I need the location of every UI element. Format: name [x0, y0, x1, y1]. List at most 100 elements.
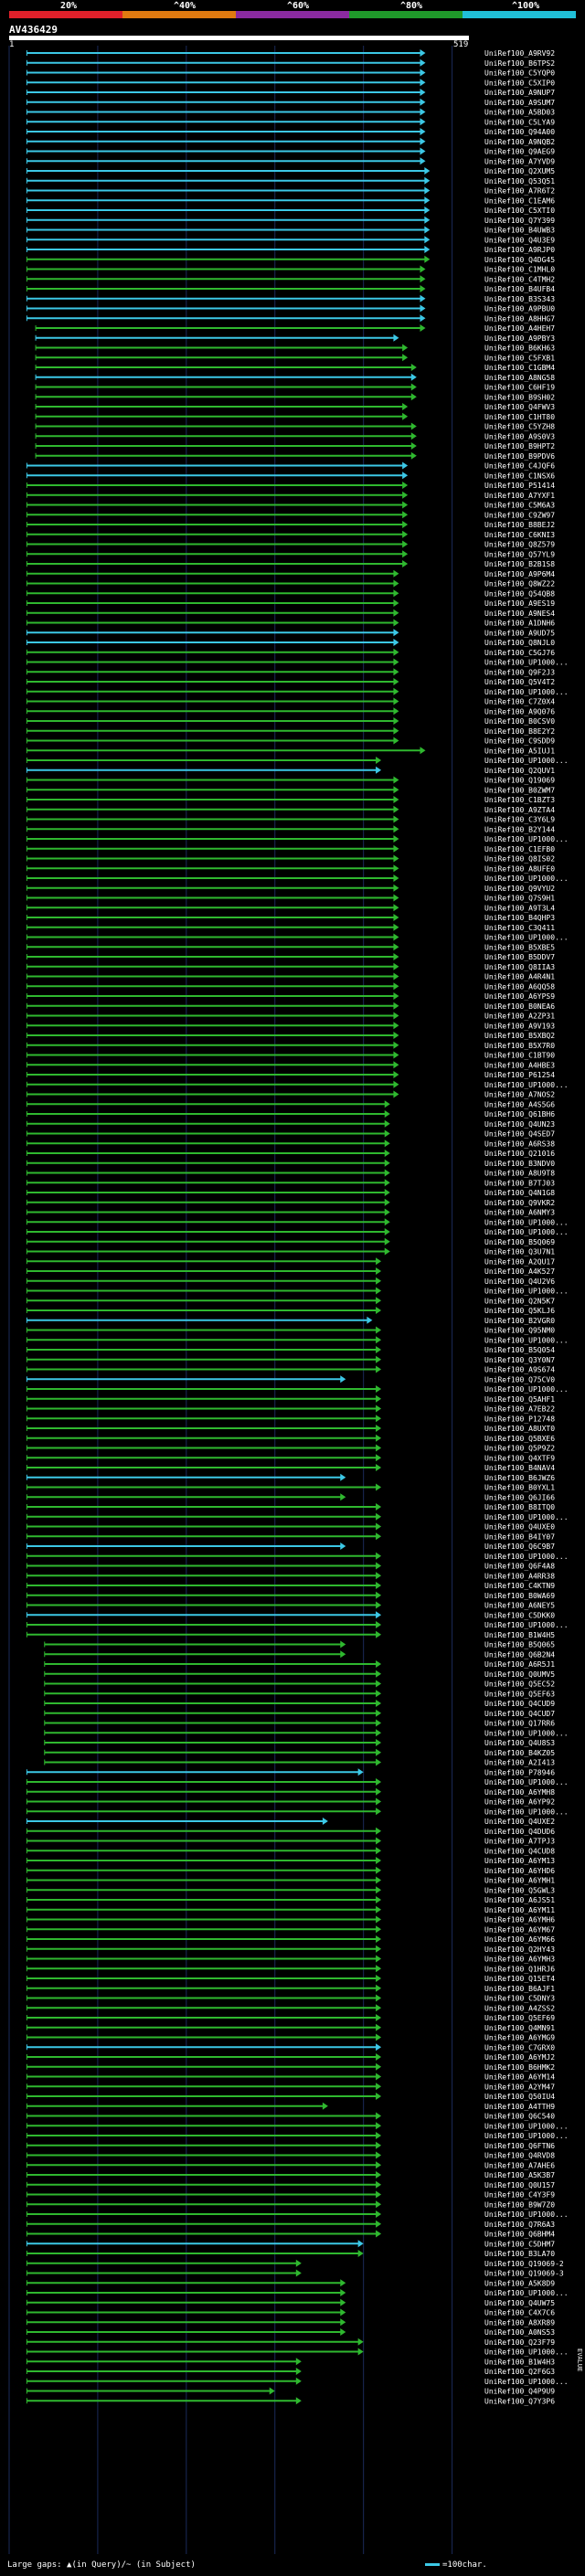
hit-label[interactable]: UniRef100_Q5GWL3 [484, 1886, 555, 1894]
hit-row[interactable]: UniRef100_C5DKK0 [26, 1611, 555, 1619]
hit-row[interactable]: UniRef100_Q4UW75 [26, 2298, 555, 2307]
hit-label[interactable]: UniRef100_A9NUP7 [484, 89, 555, 97]
hit-label[interactable]: UniRef100_A8NG58 [484, 374, 555, 382]
hit-row[interactable]: UniRef100_Q7Y399 [26, 216, 555, 225]
hit-label[interactable]: UniRef100_Q8WZ22 [484, 580, 555, 588]
hit-row[interactable]: UniRef100_C1MHL0 [26, 265, 555, 274]
hit-row[interactable]: UniRef100_Q3Y0N7 [26, 1355, 555, 1364]
hit-row[interactable]: UniRef100_C5DHM7 [26, 2240, 555, 2248]
hit-row[interactable]: UniRef100_Q7R6A3 [26, 2220, 555, 2229]
hit-label[interactable]: UniRef100_UP1000... [484, 1288, 569, 1296]
hit-row[interactable]: UniRef100_Q4DUD6 [26, 1827, 555, 1836]
hit-label[interactable]: UniRef100_B4KZ05 [484, 1749, 555, 1757]
hit-row[interactable]: UniRef100_Q5GWL3 [26, 1886, 555, 1894]
hit-label[interactable]: UniRef100_A9P6M4 [484, 570, 555, 578]
hit-row[interactable]: UniRef100_Q15ET4 [26, 1975, 555, 1983]
hit-row[interactable]: UniRef100_A2ZP31 [26, 1012, 555, 1021]
hit-label[interactable]: UniRef100_Q8Z579 [484, 541, 555, 549]
hit-label[interactable]: UniRef100_A9NES4 [484, 610, 555, 618]
hit-row[interactable]: UniRef100_A6YPS9 [26, 992, 555, 1001]
hit-row[interactable]: UniRef100_Q5V4T2 [26, 678, 555, 686]
hit-row[interactable]: UniRef100_B9HPT2 [35, 442, 555, 451]
hit-label[interactable]: UniRef100_Q54QB8 [484, 589, 555, 598]
hit-row[interactable]: UniRef100_Q9VYU2 [26, 884, 555, 893]
hit-label[interactable]: UniRef100_B8BEJ2 [484, 521, 555, 529]
hit-row[interactable]: UniRef100_A9PBU0 [26, 304, 555, 313]
hit-row[interactable]: UniRef100_C9SDD9 [26, 737, 555, 746]
hit-label[interactable]: UniRef100_C7Z0X4 [484, 698, 555, 706]
hit-label[interactable]: UniRef100_Q6JI66 [484, 1493, 555, 1501]
hit-row[interactable]: UniRef100_B9SH02 [35, 393, 555, 401]
hit-label[interactable]: UniRef100_B2Y144 [484, 825, 555, 833]
hit-label[interactable]: UniRef100_C1BT90 [484, 1052, 555, 1060]
hit-row[interactable]: UniRef100_C7GRX0 [26, 2043, 555, 2051]
hit-row[interactable]: UniRef100_Q7Y3P6 [26, 2397, 555, 2405]
hit-row[interactable]: UniRef100_Q23F79 [26, 2337, 555, 2347]
hit-row[interactable]: UniRef100_C5LYA9 [26, 118, 555, 126]
hit-row[interactable]: UniRef100_B4UFB4 [26, 285, 555, 293]
hit-label[interactable]: UniRef100_Q5EF69 [484, 2014, 555, 2022]
hit-label[interactable]: UniRef100_A9PBY3 [484, 334, 555, 343]
hit-row[interactable]: UniRef100_A6YHD6 [26, 1866, 555, 1875]
hit-row[interactable]: UniRef100_A8U9T8 [26, 1169, 555, 1178]
hit-row[interactable]: UniRef100_B1W4H3 [26, 2358, 555, 2366]
hit-row[interactable]: UniRef100_A7YVD9 [26, 157, 555, 165]
hit-label[interactable]: UniRef100_A6YM67 [484, 1925, 555, 1934]
hit-row[interactable]: UniRef100_B2Y144 [26, 825, 555, 833]
hit-label[interactable]: UniRef100_Q4CUD9 [484, 1700, 555, 1708]
hit-row[interactable]: UniRef100_B5X7R0 [26, 1041, 555, 1050]
hit-label[interactable]: UniRef100_UP1000... [484, 1729, 569, 1737]
hit-row[interactable]: UniRef100_A6R5J1 [44, 1660, 555, 1669]
hit-label[interactable]: UniRef100_Q75CV0 [484, 1375, 555, 1383]
hit-row[interactable]: UniRef100_Q4DG45 [26, 255, 555, 264]
hit-row[interactable]: UniRef100_B7TJ03 [26, 1179, 555, 1187]
hit-row[interactable]: UniRef100_UP1000... [26, 757, 569, 765]
hit-row[interactable]: UniRef100_B2B1S8 [26, 560, 555, 568]
hit-row[interactable]: UniRef100_A9S674 [26, 1365, 555, 1374]
hit-row[interactable]: UniRef100_C4TMH2 [26, 275, 555, 283]
hit-label[interactable]: UniRef100_A6YMH1 [484, 1877, 555, 1885]
hit-label[interactable]: UniRef100_C4KTN9 [484, 1582, 555, 1590]
hit-label[interactable]: UniRef100_Q53Q51 [484, 177, 555, 186]
hit-row[interactable]: UniRef100_C3Y6L9 [26, 815, 555, 824]
hit-label[interactable]: UniRef100_C5DKK0 [484, 1611, 555, 1619]
hit-label[interactable]: UniRef100_A6RS38 [484, 1140, 555, 1148]
hit-label[interactable]: UniRef100_B4UWB3 [484, 227, 555, 235]
hit-row[interactable]: UniRef100_Q54QB8 [26, 589, 555, 598]
hit-label[interactable]: UniRef100_A4RR38 [484, 1572, 555, 1580]
hit-label[interactable]: UniRef100_C5M6A3 [484, 502, 555, 510]
hit-row[interactable]: UniRef100_B4NAV4 [26, 1464, 555, 1472]
hit-row[interactable]: UniRef100_A6NMY3 [26, 1208, 555, 1217]
hit-row[interactable]: UniRef100_B5Q069 [26, 1237, 555, 1246]
hit-row[interactable]: UniRef100_B4QHP3 [26, 914, 555, 922]
hit-row[interactable]: UniRef100_A6YM13 [26, 1857, 555, 1865]
hit-row[interactable]: UniRef100_UP1000... [26, 1552, 569, 1561]
hit-label[interactable]: UniRef100_Q9VYU2 [484, 885, 555, 893]
hit-row[interactable]: UniRef100_UP1000... [26, 1336, 569, 1344]
hit-label[interactable]: UniRef100_Q95NM0 [484, 1327, 555, 1335]
hit-row[interactable]: UniRef100_B6HMK2 [26, 2062, 555, 2072]
hit-label[interactable]: UniRef100_UP1000... [484, 875, 569, 883]
hit-row[interactable]: UniRef100_UP1000... [26, 2122, 569, 2130]
hit-row[interactable]: UniRef100_C5XIP0 [26, 79, 555, 87]
hit-row[interactable]: UniRef100_C1BZT3 [26, 796, 555, 804]
hit-row[interactable]: UniRef100_A7YXF1 [26, 491, 555, 500]
hit-label[interactable]: UniRef100_Q19069-2 [484, 2260, 564, 2268]
hit-label[interactable]: UniRef100_B2B1S8 [484, 560, 555, 568]
hit-row[interactable]: UniRef100_A0NS53 [26, 2328, 555, 2337]
hit-label[interactable]: UniRef100_Q4XTF9 [484, 1454, 555, 1462]
hit-label[interactable]: UniRef100_Q5EF63 [484, 1690, 555, 1698]
hit-label[interactable]: UniRef100_UP1000... [484, 757, 569, 765]
hit-row[interactable]: UniRef100_B6KH63 [35, 344, 555, 353]
hit-row[interactable]: UniRef100_Q2HY43 [26, 1945, 555, 1954]
hit-row[interactable]: UniRef100_UP1000... [26, 1287, 569, 1296]
hit-row[interactable]: UniRef100_Q8Z579 [26, 540, 555, 549]
hit-label[interactable]: UniRef100_B5Q069 [484, 1238, 555, 1246]
hit-row[interactable]: UniRef100_Q6F4A8 [26, 1562, 555, 1571]
hit-row[interactable]: UniRef100_UP1000... [26, 1512, 569, 1521]
hit-label[interactable]: UniRef100_Q7R6A3 [484, 2221, 555, 2229]
hit-row[interactable]: UniRef100_UP1000... [26, 933, 569, 942]
hit-label[interactable]: UniRef100_B3S343 [484, 295, 555, 303]
hit-label[interactable]: UniRef100_UP1000... [484, 1778, 569, 1786]
hit-row[interactable]: UniRef100_UP1000... [26, 1228, 569, 1236]
